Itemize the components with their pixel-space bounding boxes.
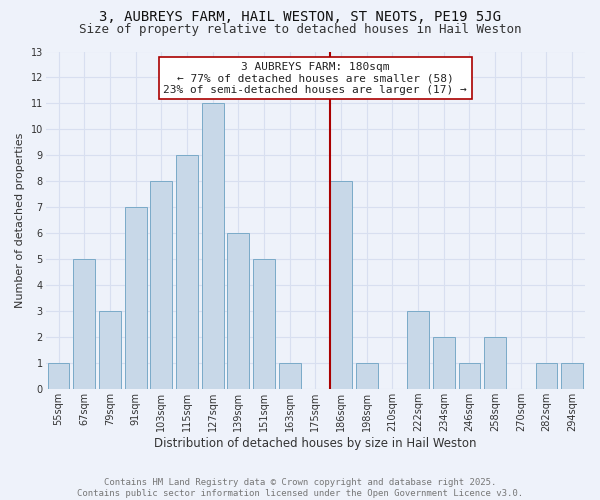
Bar: [73, 260, 95, 389]
Text: Contains HM Land Registry data © Crown copyright and database right 2025.
Contai: Contains HM Land Registry data © Crown c…: [77, 478, 523, 498]
Text: 3, AUBREYS FARM, HAIL WESTON, ST NEOTS, PE19 5JG: 3, AUBREYS FARM, HAIL WESTON, ST NEOTS, …: [99, 10, 501, 24]
Bar: [253, 260, 275, 389]
Y-axis label: Number of detached properties: Number of detached properties: [15, 132, 25, 308]
Bar: [151, 182, 172, 389]
Bar: [125, 208, 146, 389]
Bar: [356, 363, 377, 389]
Bar: [561, 363, 583, 389]
Bar: [202, 104, 224, 389]
Bar: [99, 311, 121, 389]
Bar: [227, 234, 249, 389]
Text: 3 AUBREYS FARM: 180sqm
← 77% of detached houses are smaller (58)
23% of semi-det: 3 AUBREYS FARM: 180sqm ← 77% of detached…: [163, 62, 467, 95]
X-axis label: Distribution of detached houses by size in Hail Weston: Distribution of detached houses by size …: [154, 437, 476, 450]
Bar: [176, 156, 198, 389]
Text: Size of property relative to detached houses in Hail Weston: Size of property relative to detached ho…: [79, 22, 521, 36]
Bar: [330, 182, 352, 389]
Bar: [407, 311, 429, 389]
Bar: [433, 337, 455, 389]
Bar: [484, 337, 506, 389]
Bar: [536, 363, 557, 389]
Bar: [458, 363, 481, 389]
Bar: [47, 363, 70, 389]
Bar: [279, 363, 301, 389]
